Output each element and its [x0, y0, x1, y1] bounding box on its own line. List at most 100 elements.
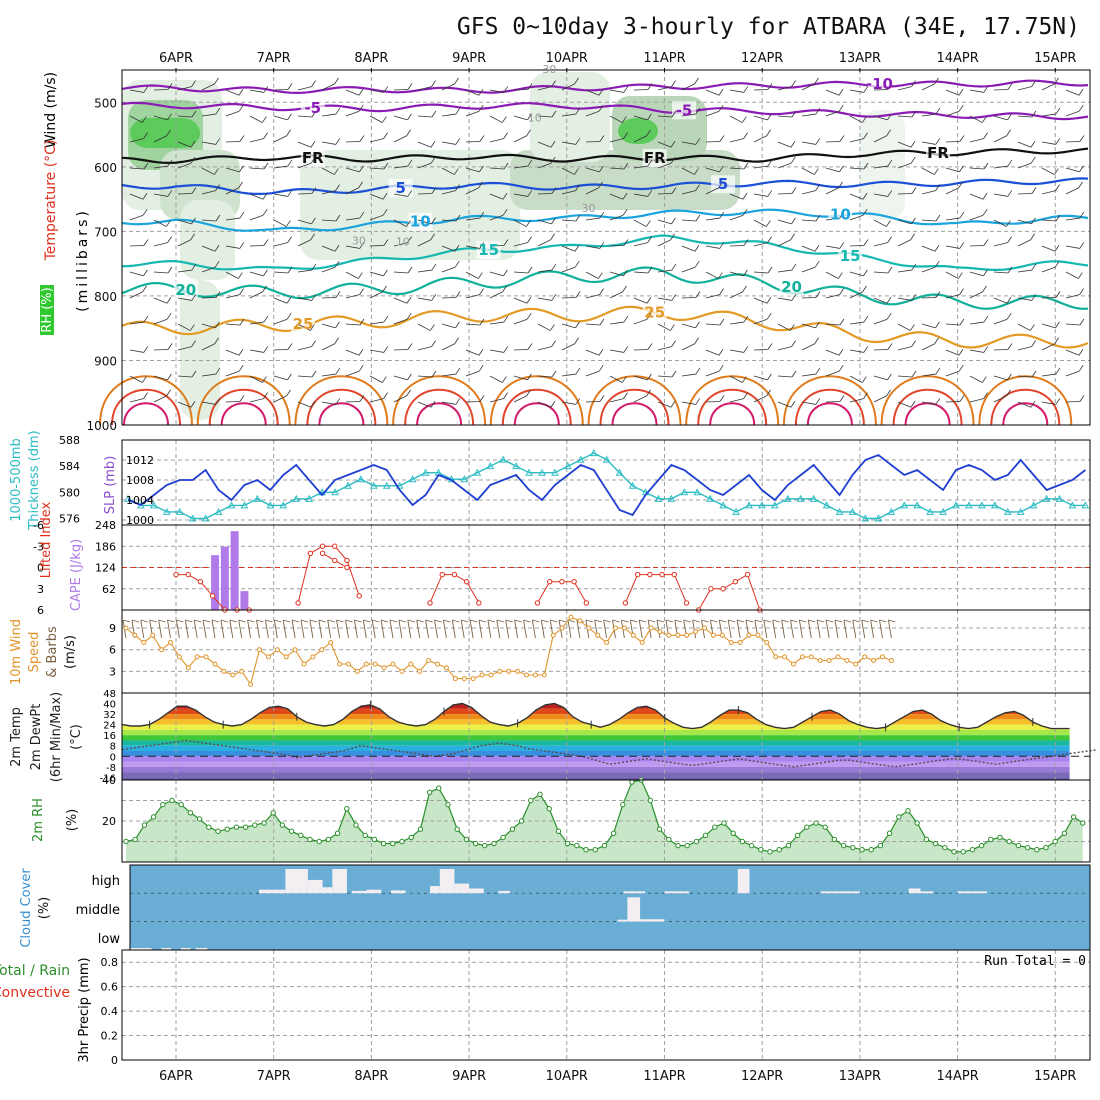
- rh-point: [914, 820, 920, 826]
- wind-barb-flag: [1054, 77, 1059, 85]
- rh-point: [123, 838, 129, 845]
- wind-barb: [585, 349, 600, 356]
- wind-barb-flag: [406, 220, 411, 227]
- wind-barb: [369, 398, 384, 403]
- wind-barb-10m-flag: [754, 619, 763, 623]
- wind-barb-flag: [887, 343, 893, 350]
- wind-barb: [297, 86, 312, 91]
- lifted-index-point: [185, 571, 191, 578]
- wind-barb: [177, 162, 192, 169]
- wind-label: Speed: [27, 632, 42, 673]
- wind-barb-flag: [670, 324, 675, 331]
- wind-barb: [561, 343, 575, 351]
- wind-barb-flag: [526, 129, 531, 137]
- wind-barb: [441, 141, 456, 145]
- wind-barb-flag: [358, 104, 364, 112]
- rh-point: [307, 836, 313, 843]
- wind-barb-10m: [852, 619, 857, 639]
- thickness-point: [654, 494, 663, 502]
- wind-barb: [993, 242, 1008, 247]
- wind-barb: [345, 187, 359, 195]
- wind-barb-flag: [167, 190, 173, 197]
- wind-barb-flag: [983, 239, 989, 246]
- wind-barb-10m-flag: [380, 619, 389, 623]
- wind-barb: [441, 373, 456, 377]
- wind-barb: [1017, 297, 1032, 301]
- wind-barb-flag: [214, 168, 219, 175]
- wind-barb: [705, 110, 720, 117]
- rh-point: [509, 826, 516, 832]
- wind-barb-flag: [598, 272, 603, 279]
- rh-point: [279, 822, 286, 828]
- wind-barb: [921, 113, 936, 117]
- wind-barb: [441, 219, 456, 222]
- wind-barb-10m: [790, 619, 794, 639]
- wind-barb-flag: [766, 389, 771, 397]
- wind-barb: [417, 297, 432, 301]
- wind-barb-flag: [911, 217, 916, 225]
- wind-barb-flag: [935, 214, 941, 222]
- contour-label: 20: [781, 278, 802, 296]
- wind-barb-10m-flag: [185, 619, 193, 623]
- wind-barb: [393, 242, 408, 247]
- wind-barb-flag: [239, 318, 245, 326]
- wind-barb: [993, 271, 1008, 274]
- wind-barb-flag: [575, 184, 580, 191]
- wind-barb: [417, 219, 432, 225]
- precip-tick: 0.8: [101, 956, 119, 969]
- wind-speed-point: [194, 654, 200, 660]
- wind-barb: [585, 370, 600, 377]
- wind-barb-10m: [336, 619, 341, 639]
- wind-barb-flag: [839, 395, 845, 402]
- wind-barb: [201, 266, 216, 273]
- wind-barb-flag: [431, 263, 437, 271]
- wind-barb-flag: [983, 392, 988, 399]
- wind-barb: [441, 266, 456, 273]
- thickness-point: [745, 501, 753, 509]
- wind-barb-flag: [430, 141, 436, 148]
- x-bottom-label: 10APR: [546, 1069, 588, 1084]
- wind-barb: [465, 217, 480, 221]
- rh-point: [721, 820, 727, 826]
- wind-barb: [465, 349, 480, 356]
- wind-barb-flag: [286, 297, 292, 304]
- rh-point: [739, 838, 746, 845]
- lifted-index-point: [683, 600, 690, 606]
- wind-speed-point: [764, 639, 770, 645]
- wind-barb: [1017, 323, 1031, 331]
- wind-barb-10m: [184, 619, 189, 639]
- wind-barb: [777, 86, 792, 91]
- wind-barb-flag: [190, 324, 195, 331]
- rh-point: [932, 840, 939, 847]
- wind-barb: [249, 138, 264, 143]
- wind-barb-10m: [807, 619, 812, 639]
- thickness-point: [771, 501, 779, 509]
- wind-barb: [177, 141, 192, 148]
- wind-barb: [993, 193, 1008, 197]
- wind-barb: [777, 297, 792, 301]
- wind-barb-flag: [215, 367, 221, 375]
- lifted-index-point: [571, 578, 577, 585]
- cloud-block: [640, 919, 665, 922]
- slp-line: [127, 453, 1086, 517]
- wind-barb: [153, 375, 168, 381]
- wind-barb-flag: [1030, 324, 1035, 331]
- wind-barb: [393, 395, 407, 403]
- wind-barb: [825, 187, 839, 195]
- wind-barb-10m: [540, 619, 545, 639]
- wind-barb: [513, 193, 528, 197]
- wind-barb-flag: [527, 83, 533, 90]
- wind-barb-flag: [646, 220, 651, 227]
- wind-barb-flag: [191, 263, 197, 271]
- temperature-line: [121, 702, 1070, 730]
- wind-barb: [441, 83, 455, 91]
- wind-barb: [633, 165, 648, 169]
- wind-barb-flag: [815, 291, 821, 298]
- wind-barb: [321, 83, 335, 91]
- wind-barb: [513, 297, 528, 304]
- contour-label: 5: [718, 175, 728, 193]
- wind-barb-flag: [1054, 168, 1059, 175]
- wind-barb: [297, 141, 312, 148]
- wind-barb-flag: [935, 367, 941, 375]
- wind-barb: [633, 297, 648, 304]
